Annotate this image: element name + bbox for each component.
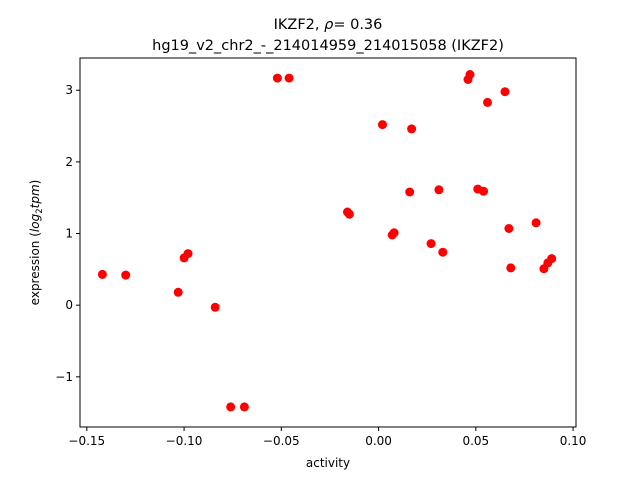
y-axis-ticks: −1 0 1 2 3 [55,83,80,384]
data-point-8 [239,402,249,412]
x-axis-label: activity [306,456,350,470]
y-tick-label: 2 [65,155,73,169]
chart-title: IKZF2, ρ= 0.36 [274,17,383,33]
data-points [97,70,557,412]
x-tick-label: 0.10 [560,434,587,448]
data-point-24 [479,186,489,196]
plot-frame [79,57,577,428]
data-point-32 [547,254,557,264]
data-point-15 [389,228,399,238]
y-tick-label: 1 [65,227,73,241]
data-point-1 [97,269,107,279]
y-tick-label: −1 [55,370,73,384]
data-point-13 [378,120,387,130]
data-point-18 [426,239,436,249]
data-point-6 [210,302,220,312]
data-point-9 [272,73,282,83]
data-point-27 [504,224,514,233]
y-tick-label: 3 [65,83,73,97]
data-point-19 [434,185,444,195]
y-tick-label: 0 [65,298,73,312]
data-point-2 [121,270,131,280]
data-point-10 [284,73,294,83]
x-tick-label: −0.10 [166,434,203,448]
x-tick-label: 0.05 [462,434,489,448]
data-point-5 [183,249,193,259]
data-point-26 [500,87,510,97]
data-point-17 [407,124,417,134]
data-point-25 [483,97,492,107]
data-point-7 [226,402,236,412]
data-point-29 [531,218,541,228]
data-point-16 [405,187,415,197]
x-tick-label: −0.05 [263,434,300,448]
x-axis-ticks: −0.15 −0.10 −0.05 0.00 0.05 0.10 [68,427,586,448]
y-axis-label: expression (log2tpm) [28,180,45,306]
data-point-22 [465,70,475,79]
data-point-20 [438,247,448,257]
x-tick-label: 0.00 [365,434,392,448]
data-point-12 [344,209,354,219]
rho-symbol: ρ [324,17,334,33]
x-tick-label: −0.15 [68,434,105,448]
data-point-28 [506,263,516,273]
chart-subtitle: hg19_v2_chr2_-_214014959_214015058 (IKZF… [152,38,504,54]
data-point-3 [173,287,183,297]
